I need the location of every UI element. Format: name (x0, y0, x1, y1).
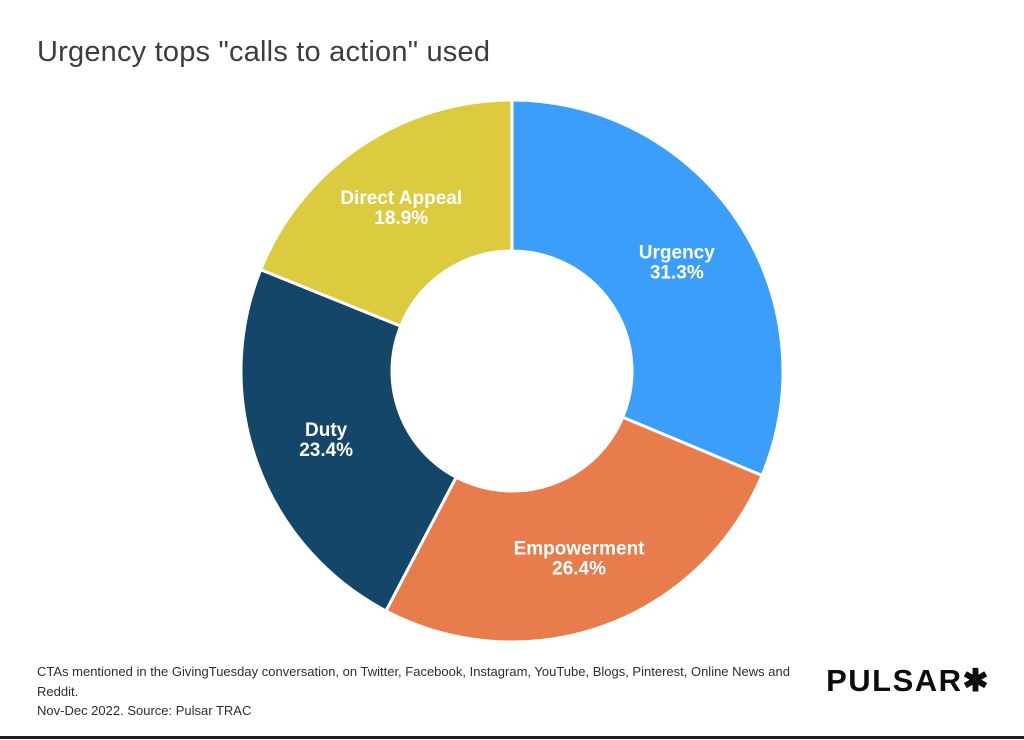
slice-label-direct-appeal: Direct Appeal 18.9% (340, 188, 462, 229)
donut-slice-empowerment (384, 415, 764, 644)
slice-label-urgency: Urgency 31.3% (639, 242, 715, 283)
pulsar-logo-text: PULSAR (826, 663, 963, 698)
donut-slice-urgency (510, 98, 785, 477)
donut-slice-duty (239, 268, 458, 613)
donut-slice-direct-appeal (259, 98, 514, 328)
slice-label-duty: Duty 23.4% (299, 420, 353, 461)
chart-title: Urgency tops "calls to action" used (37, 36, 491, 68)
source-note-line-2: Nov-Dec 2022. Source: Pulsar TRAC (37, 703, 252, 718)
pulsar-logo: PULSAR✱ (826, 663, 990, 698)
bottom-divider (0, 736, 1024, 739)
slice-label-empowerment: Empowerment 26.4% (514, 538, 646, 579)
source-note: CTAs mentioned in the GivingTuesday conv… (37, 662, 807, 721)
footer: CTAs mentioned in the GivingTuesday conv… (37, 662, 990, 721)
pulsar-asterisk-icon: ✱ (962, 663, 990, 698)
source-note-line-1: CTAs mentioned in the GivingTuesday conv… (37, 664, 790, 699)
